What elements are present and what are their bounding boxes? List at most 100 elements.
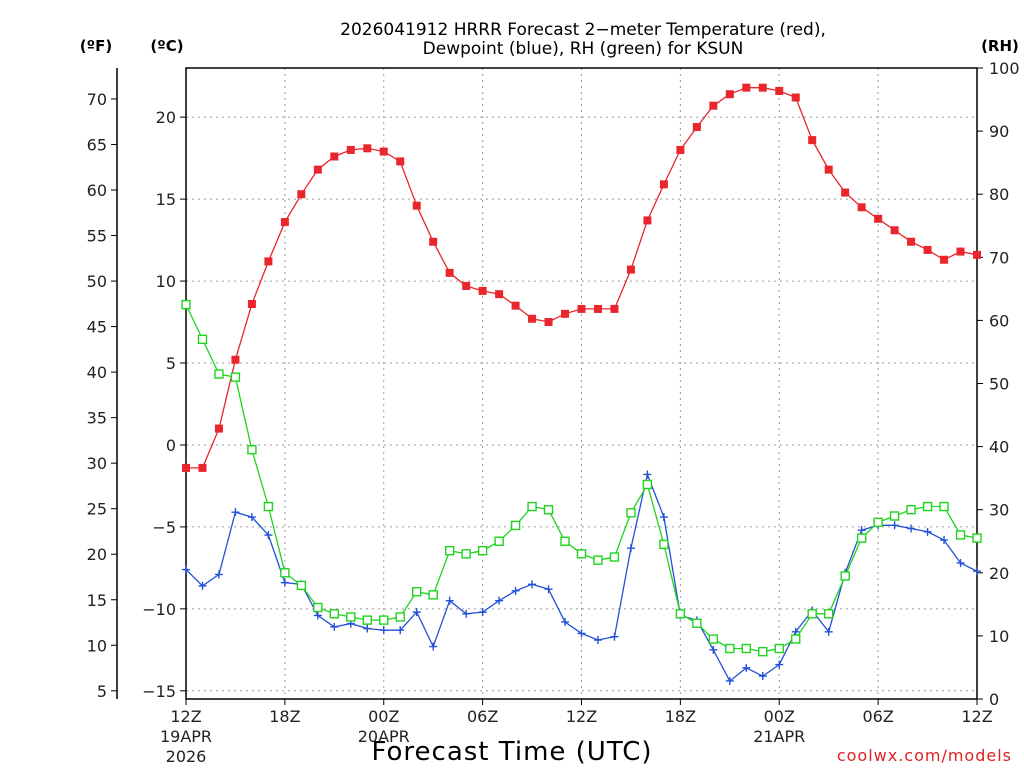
rh-point (362, 615, 372, 625)
x-tick-label: 18Z (665, 707, 696, 726)
series-layer (181, 83, 982, 685)
celsius-tick-label: 15 (156, 190, 176, 209)
rh-point (263, 501, 274, 512)
temperature-point (890, 226, 899, 235)
temperature-point (610, 304, 619, 313)
temperature-point (198, 463, 207, 472)
dewpoint-point (973, 567, 981, 576)
rh-point (329, 609, 340, 619)
rh-point (560, 536, 570, 546)
fahrenheit-tick-label: 5 (97, 682, 107, 701)
fahrenheit-tick-label: 10 (87, 636, 107, 655)
rh-tick-label: 20 (989, 564, 1009, 583)
dewpoint-point (956, 558, 965, 567)
temperature-point (363, 144, 372, 153)
rh-point (444, 546, 455, 556)
dewpoint-point (379, 626, 388, 635)
dewpoint-point (214, 570, 223, 579)
rh-tick-label: 80 (989, 185, 1009, 204)
temperature-point (841, 188, 850, 197)
chart-title-line1: 2026041912 HRRR Forecast 2−meter Tempera… (340, 20, 826, 40)
dewpoint-point (330, 622, 339, 631)
temperature-point (874, 214, 883, 223)
temperature-point (593, 304, 602, 313)
rh-tick-label: 60 (989, 311, 1009, 330)
dewpoint-point (758, 672, 767, 681)
dewpoint-point (626, 544, 635, 553)
rh-point (972, 533, 982, 543)
rh-point (840, 571, 850, 581)
celsius-tick-label: −5 (152, 518, 176, 537)
dewpoint-point (775, 660, 784, 669)
temperature-point (561, 309, 570, 318)
dewpoint-point (231, 508, 240, 517)
x-tick-date-label: 20APR (358, 727, 410, 746)
unit-label-rh: (RH) (981, 37, 1019, 55)
dewpoint-point (742, 663, 751, 672)
rh-point (543, 505, 554, 515)
temperature-point (511, 301, 520, 310)
rh-point (379, 615, 389, 625)
temperature-point (577, 304, 586, 313)
rh-point (395, 612, 405, 622)
celsius-tick-label: 20 (156, 108, 176, 127)
temperature-point (280, 218, 289, 227)
rh-point (197, 334, 208, 345)
rh-point (477, 546, 488, 556)
rh-point (939, 501, 949, 512)
rh-point (346, 612, 356, 622)
rh-point (626, 508, 636, 518)
rh-point (609, 552, 620, 562)
celsius-tick-label: −10 (142, 600, 176, 619)
dewpoint-point (182, 565, 190, 574)
temperature-point (643, 216, 652, 225)
temperature-point (923, 245, 932, 254)
rh-point (889, 511, 900, 521)
rh-tick-label: 40 (989, 438, 1009, 457)
dewpoint-point (396, 626, 405, 635)
rh-point (181, 299, 191, 310)
rh-tick-label: 0 (989, 690, 999, 709)
dewpoint-point (280, 578, 289, 587)
dewpoint-point (478, 608, 487, 617)
dewpoint-point (890, 521, 899, 530)
x-tick-label: 06Z (467, 707, 498, 726)
temperature-point (808, 136, 817, 145)
temperature-point (940, 255, 949, 264)
temperature-point (659, 180, 668, 189)
x-tick-label: 00Z (368, 707, 399, 726)
temperature-point (313, 165, 322, 174)
temperature-point (692, 123, 701, 132)
rh-point (807, 609, 817, 619)
rh-point (576, 549, 587, 559)
dewpoint-point (363, 624, 372, 633)
rh-point (774, 643, 784, 654)
celsius-tick-label: 5 (166, 354, 176, 373)
temperature-point (956, 247, 965, 256)
temperature-point (396, 157, 405, 166)
dewpoint-point (923, 527, 932, 536)
dewpoint-point (907, 524, 916, 533)
rh-point (412, 587, 422, 597)
temperature-point (330, 152, 339, 161)
dewpoint-point (495, 596, 504, 605)
rh-point (791, 634, 801, 644)
temperature-point (544, 318, 553, 327)
dewpoint-point (940, 536, 949, 545)
rh-point (593, 555, 603, 565)
temperature-point (462, 281, 471, 290)
rh-point (856, 533, 867, 543)
fahrenheit-tick-label: 55 (87, 227, 107, 246)
rh-point (280, 568, 290, 578)
temperature-point (231, 355, 240, 364)
dewpoint-point (429, 642, 438, 651)
dewpoint-point (445, 596, 454, 605)
credit-text: coolwx.com/models (837, 746, 1012, 765)
temperature-point (445, 268, 454, 277)
temperature-point (725, 90, 734, 99)
temperature-point (775, 86, 784, 95)
rh-tick-label: 100 (989, 59, 1020, 78)
x-tick-label: 12Z (566, 707, 597, 726)
rh-point (955, 530, 966, 540)
